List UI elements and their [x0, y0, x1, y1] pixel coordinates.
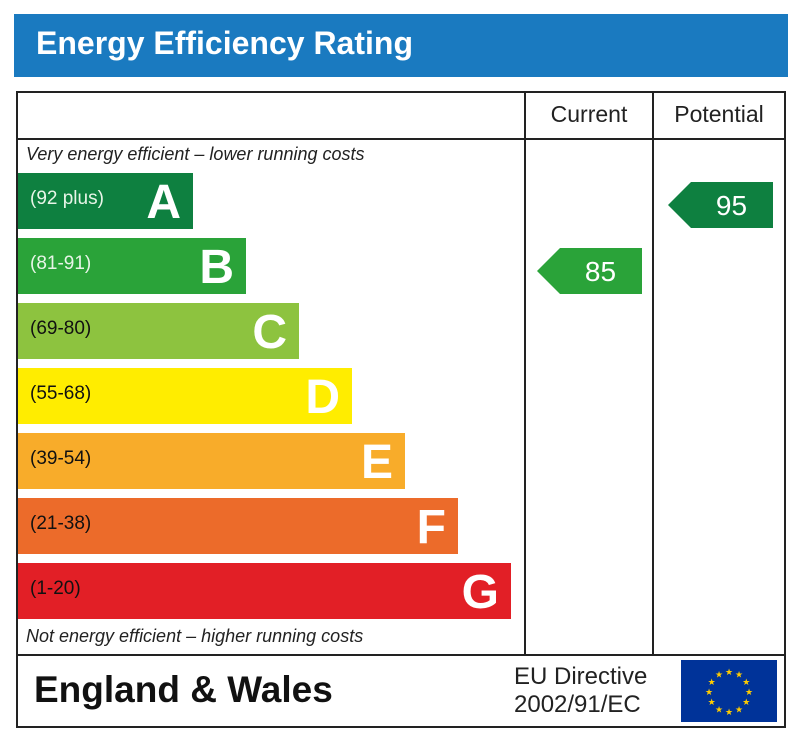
- band-letter: D: [305, 371, 340, 424]
- potential-rating-arrow-value: 95: [715, 190, 748, 221]
- column-divider: [524, 93, 526, 654]
- potential-rating-arrow: 95: [668, 182, 773, 228]
- band-letter: A: [146, 176, 181, 229]
- title-bar: Energy Efficiency Rating: [14, 14, 788, 77]
- band-range: (1-20): [30, 578, 81, 599]
- band-c: (69-80) C: [18, 303, 299, 359]
- band-f: (21-38) F: [18, 498, 458, 554]
- svg-text:★: ★: [708, 677, 716, 687]
- band-g: (1-20) G: [18, 563, 511, 619]
- band-range: (39-54): [30, 448, 92, 469]
- svg-text:★: ★: [735, 704, 743, 714]
- current-column-header: Current: [550, 101, 628, 127]
- eu-flag-icon: ★ ★ ★ ★ ★ ★ ★ ★ ★ ★ ★ ★: [681, 660, 777, 722]
- directive-line-2: 2002/91/EC: [514, 691, 641, 718]
- band-range: (21-38): [30, 513, 92, 534]
- current-rating-arrow-value: 85: [584, 256, 617, 287]
- band-e: (39-54) E: [18, 433, 405, 489]
- band-range: (55-68): [30, 383, 92, 404]
- band-letter: G: [461, 566, 499, 619]
- band-letter: F: [416, 501, 446, 554]
- header-divider: [18, 138, 784, 140]
- footer: England & Wales EU Directive 2002/91/EC …: [16, 655, 786, 728]
- svg-text:★: ★: [742, 677, 750, 687]
- rating-frame: Current Potential: [16, 91, 786, 656]
- band-a: (92 plus) A: [18, 173, 193, 229]
- svg-text:★: ★: [715, 704, 723, 714]
- current-rating-arrow: 85: [537, 248, 642, 294]
- band-letter: E: [360, 436, 393, 489]
- bottom-note: Not energy efficient – higher running co…: [26, 626, 364, 646]
- svg-text:★: ★: [745, 687, 753, 697]
- potential-column-header: Potential: [674, 101, 764, 127]
- band-d: (55-68) D: [18, 368, 352, 424]
- svg-text:★: ★: [705, 687, 713, 697]
- country-label: England & Wales: [34, 669, 333, 710]
- band-letter: B: [199, 241, 234, 294]
- svg-text:★: ★: [715, 670, 723, 680]
- top-note: Very energy efficient – lower running co…: [26, 144, 365, 164]
- band-range: (81-91): [30, 253, 92, 274]
- svg-text:★: ★: [708, 697, 716, 707]
- directive-line-1: EU Directive: [514, 663, 648, 690]
- svg-text:★: ★: [725, 667, 733, 677]
- band-range: (69-80): [30, 318, 92, 339]
- svg-text:★: ★: [725, 707, 733, 717]
- svg-text:★: ★: [735, 670, 743, 680]
- column-divider: [652, 93, 654, 654]
- svg-text:★: ★: [742, 697, 750, 707]
- band-letter: C: [252, 306, 287, 359]
- band-b: (81-91) B: [18, 238, 246, 294]
- eu-directive: EU Directive 2002/91/EC: [514, 663, 647, 719]
- band-range: (92 plus): [30, 188, 104, 209]
- chart-title: Energy Efficiency Rating: [36, 25, 413, 61]
